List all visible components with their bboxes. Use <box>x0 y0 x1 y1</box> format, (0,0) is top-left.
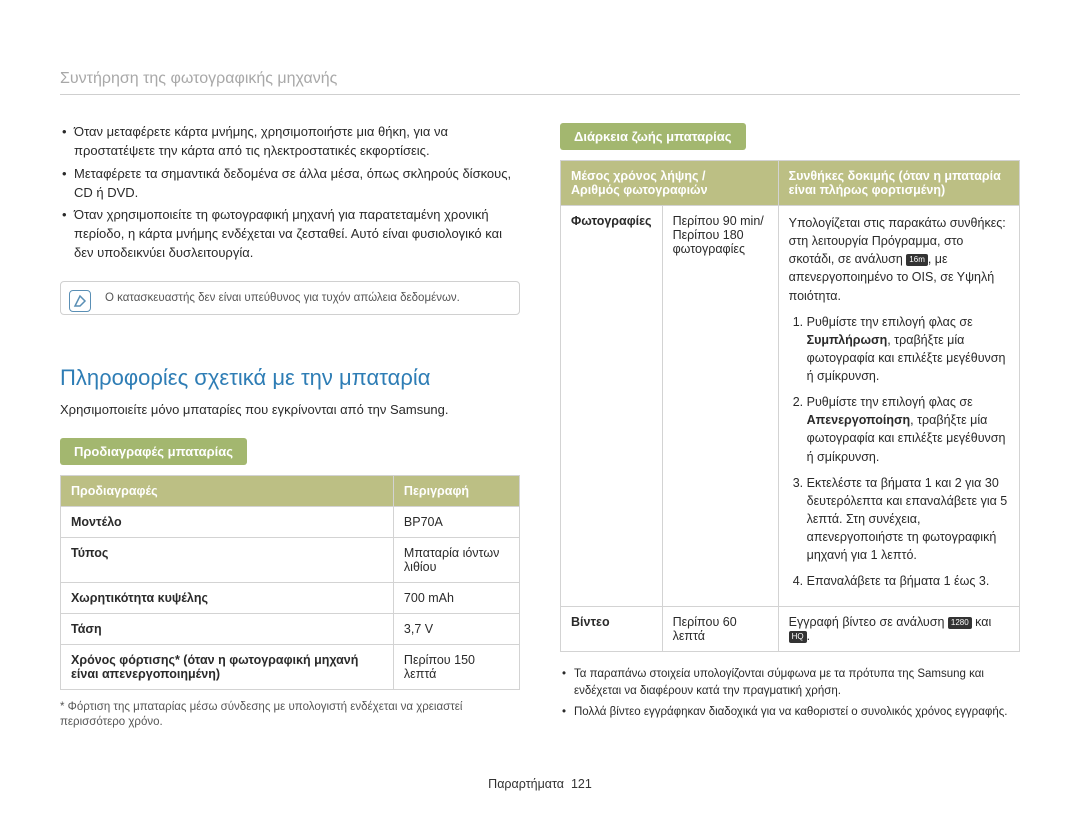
table-row: Φωτογραφίες Περίπου 90 min/ Περίπου 180 … <box>561 206 1020 607</box>
page-number: 121 <box>571 777 592 791</box>
spec-key: Χωρητικότητα κυψέλης <box>61 582 394 613</box>
note-text: Ο κατασκευαστής δεν είναι υπεύθυνος για … <box>105 292 460 304</box>
battery-intro-text: Χρησιμοποιείτε μόνο μπαταρίες που εγκρίν… <box>60 401 520 420</box>
note-icon <box>69 290 91 312</box>
table-row: Βίντεο Περίπου 60 λεπτά Εγγραφή βίντεο σ… <box>561 607 1020 652</box>
charging-footnote: * Φόρτιση της μπαταρίας μέσω σύνδεσης με… <box>60 700 520 731</box>
battery-life-subheading: Διάρκεια ζωής μπαταρίας <box>560 123 746 150</box>
spec-key: Τύπος <box>61 537 394 582</box>
spec-val: 700 mAh <box>393 582 519 613</box>
battery-spec-table: Προδιαγραφές Περιγραφή Μοντέλο BP70A Τύπ… <box>60 475 520 690</box>
life-header-left: Μέσος χρόνος λήψης / Αριθμός φωτογραφιών <box>561 161 779 206</box>
video-conditions: Εγγραφή βίντεο σε ανάλυση 1280 και HQ. <box>778 607 1019 652</box>
battery-life-table: Μέσος χρόνος λήψης / Αριθμός φωτογραφιών… <box>560 160 1020 652</box>
page-footer: Παραρτήματα 121 <box>0 777 1080 791</box>
list-item: Όταν χρησιμοποιείτε τη φωτογραφική μηχαν… <box>60 206 520 263</box>
battery-info-heading: Πληροφορίες σχετικά με την μπαταρία <box>60 365 520 391</box>
right-column: Διάρκεια ζωής μπαταρίας Μέσος χρόνος λήψ… <box>560 123 1020 738</box>
table-row: Τύπος Μπαταρία ιόντων λιθίου <box>61 537 520 582</box>
photos-value: Περίπου 90 min/ Περίπου 180 φωτογραφίες <box>662 206 778 607</box>
spec-val: Περίπου 150 λεπτά <box>393 644 519 689</box>
spec-val: 3,7 V <box>393 613 519 644</box>
data-loss-note: Ο κατασκευαστής δεν είναι υπεύθυνος για … <box>60 281 520 315</box>
spec-header-right: Περιγραφή <box>393 475 519 506</box>
spec-key: Μοντέλο <box>61 506 394 537</box>
table-row: Τάση 3,7 V <box>61 613 520 644</box>
table-row: Χρόνος φόρτισης* (όταν η φωτογραφική μηχ… <box>61 644 520 689</box>
spec-key: Τάση <box>61 613 394 644</box>
life-header-right: Συνθήκες δοκιμής (όταν η μπαταρία είναι … <box>778 161 1019 206</box>
battery-spec-subheading: Προδιαγραφές μπαταρίας <box>60 438 247 465</box>
spec-val: Μπαταρία ιόντων λιθίου <box>393 537 519 582</box>
resolution-16m-icon: 16m <box>906 254 928 266</box>
memory-card-tips-list: Όταν μεταφέρετε κάρτα μνήμης, χρησιμοποι… <box>60 123 520 263</box>
photos-conditions: Υπολογίζεται στις παρακάτω συνθήκες: στη… <box>778 206 1019 607</box>
battery-life-notes-list: Τα παραπάνω στοιχεία υπολογίζονται σύμφω… <box>560 666 1020 720</box>
spec-key: Χρόνος φόρτισης* (όταν η φωτογραφική μηχ… <box>61 644 394 689</box>
list-item: Όταν μεταφέρετε κάρτα μνήμης, χρησιμοποι… <box>60 123 520 161</box>
list-item: Μεταφέρετε τα σημαντικά δεδομένα σε άλλα… <box>60 165 520 203</box>
list-item: Εκτελέστε τα βήματα 1 και 2 για 30 δευτε… <box>807 474 1009 565</box>
footer-label: Παραρτήματα <box>488 777 564 791</box>
spec-header-left: Προδιαγραφές <box>61 475 394 506</box>
page-header: Συντήρηση της φωτογραφικής μηχανής <box>60 70 1020 95</box>
video-value: Περίπου 60 λεπτά <box>662 607 778 652</box>
resolution-1280-icon: 1280 <box>948 617 972 629</box>
list-item: Τα παραπάνω στοιχεία υπολογίζονται σύμφω… <box>560 666 1020 699</box>
list-item: Επαναλάβετε τα βήματα 1 έως 3. <box>807 572 1009 590</box>
table-row: Μοντέλο BP70A <box>61 506 520 537</box>
list-item: Πολλά βίντεο εγγράφηκαν διαδοχικά για να… <box>560 704 1020 721</box>
list-item: Ρυθμίστε την επιλογή φλας σε Απενεργοποί… <box>807 393 1009 466</box>
photos-row-label: Φωτογραφίες <box>561 206 663 607</box>
table-row: Χωρητικότητα κυψέλης 700 mAh <box>61 582 520 613</box>
two-column-layout: Όταν μεταφέρετε κάρτα μνήμης, χρησιμοποι… <box>60 123 1020 738</box>
video-row-label: Βίντεο <box>561 607 663 652</box>
list-item: Ρυθμίστε την επιλογή φλας σε Συμπλήρωση,… <box>807 313 1009 386</box>
spec-val: BP70A <box>393 506 519 537</box>
hq-icon: HQ <box>789 631 807 643</box>
left-column: Όταν μεταφέρετε κάρτα μνήμης, χρησιμοποι… <box>60 123 520 738</box>
